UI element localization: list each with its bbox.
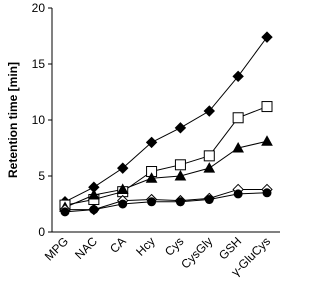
marker <box>145 136 158 149</box>
marker <box>203 162 216 173</box>
marker <box>174 169 187 181</box>
marker <box>232 112 244 124</box>
marker <box>60 207 70 217</box>
marker <box>117 162 129 174</box>
marker <box>233 189 243 199</box>
marker <box>174 159 186 171</box>
x-tick-label: MPG <box>42 234 71 263</box>
y-tick-label: 15 <box>32 57 46 71</box>
marker <box>118 199 128 209</box>
marker <box>262 188 272 198</box>
series-line <box>64 36 268 203</box>
marker <box>145 172 158 183</box>
y-axis-title: Retention time [min] <box>6 62 20 178</box>
marker <box>203 105 215 117</box>
marker <box>174 122 187 134</box>
marker <box>89 205 99 215</box>
marker <box>261 31 273 43</box>
y-tick-label: 20 <box>32 1 46 15</box>
marker <box>175 197 185 207</box>
marker <box>204 195 214 205</box>
marker <box>147 197 157 207</box>
marker <box>88 189 100 200</box>
y-tick-label: 0 <box>38 225 45 239</box>
marker <box>116 183 129 194</box>
x-tick-label: CysGly <box>178 234 215 271</box>
marker <box>261 101 273 113</box>
marker <box>261 135 273 146</box>
marker <box>203 150 215 162</box>
x-tick-label: Hcy <box>133 234 158 259</box>
series-line <box>65 188 267 211</box>
x-tick-label: CA <box>107 234 129 256</box>
y-tick-label: 10 <box>32 113 46 127</box>
x-tick-label: Cys <box>162 234 187 259</box>
marker <box>232 70 244 83</box>
x-tick-label: NAC <box>72 234 100 262</box>
chart: Retention time [min] 0 5 10 15 20 MPG NAC CA Hcy… <box>6 1 280 279</box>
series-line <box>64 192 268 213</box>
marker <box>232 141 244 153</box>
y-tick-label: 5 <box>38 169 45 183</box>
